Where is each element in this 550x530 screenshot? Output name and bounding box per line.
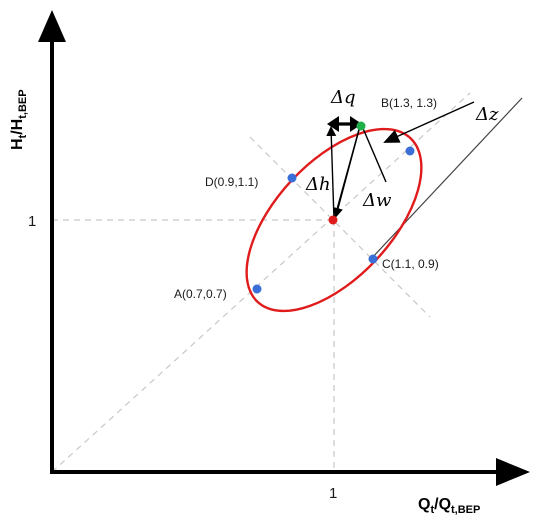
guide-lines	[51, 92, 471, 473]
delta-arrows	[326, 101, 475, 221]
y-axis-label-mid: /H	[9, 119, 26, 135]
green-to-b-line	[361, 125, 387, 183]
x-axis-label-mid: /Q	[434, 496, 451, 513]
dz-arrow	[383, 101, 475, 143]
point-a	[252, 284, 262, 294]
anti-diagonal-guide	[249, 136, 431, 318]
y-tick-1: 1	[28, 213, 36, 230]
label-dh: Δh	[305, 174, 331, 195]
point-d	[287, 173, 297, 183]
y-axis-label-sub1: t	[17, 134, 29, 138]
x-axis-label-main: Q	[418, 496, 430, 513]
x-axis-label-sub1: t	[430, 504, 434, 516]
label-dz: Δz	[475, 104, 499, 125]
x-axis-label-sub2: t,BEP	[451, 504, 480, 516]
label-point-b: B(1.3, 1.3)	[381, 96, 437, 110]
point-c	[368, 254, 378, 264]
y-axis-arrow-icon	[38, 10, 66, 42]
dw-arrow	[333, 125, 361, 218]
x-tick-1: 1	[329, 485, 337, 502]
dq-double-arrow	[327, 116, 362, 132]
x-axis-label: Qt/Qt,BEP	[418, 496, 480, 516]
green-point	[356, 121, 366, 131]
y-axis-label-main: H	[9, 138, 26, 150]
label-dq: Δq	[330, 87, 356, 108]
label-point-c: C(1.1, 0.9)	[382, 257, 439, 271]
center-point	[328, 215, 338, 225]
point-b	[405, 146, 415, 156]
label-point-a: A(0.7,0.7)	[174, 287, 227, 301]
dq-arrow-left-icon	[327, 116, 339, 132]
label-dw: Δw	[362, 190, 392, 211]
axes	[38, 10, 530, 486]
dq-arrow-right-icon	[350, 116, 362, 132]
y-axis-label: Ht/Ht,BEP	[9, 89, 29, 150]
label-point-d: D(0.9,1.1)	[205, 175, 258, 189]
points	[252, 121, 415, 294]
y-axis-label-sub2: t,BEP	[17, 89, 29, 118]
dh-arrow	[326, 126, 337, 221]
x-axis-arrow-icon	[496, 458, 530, 486]
solid-diagonal-line	[369, 97, 523, 261]
